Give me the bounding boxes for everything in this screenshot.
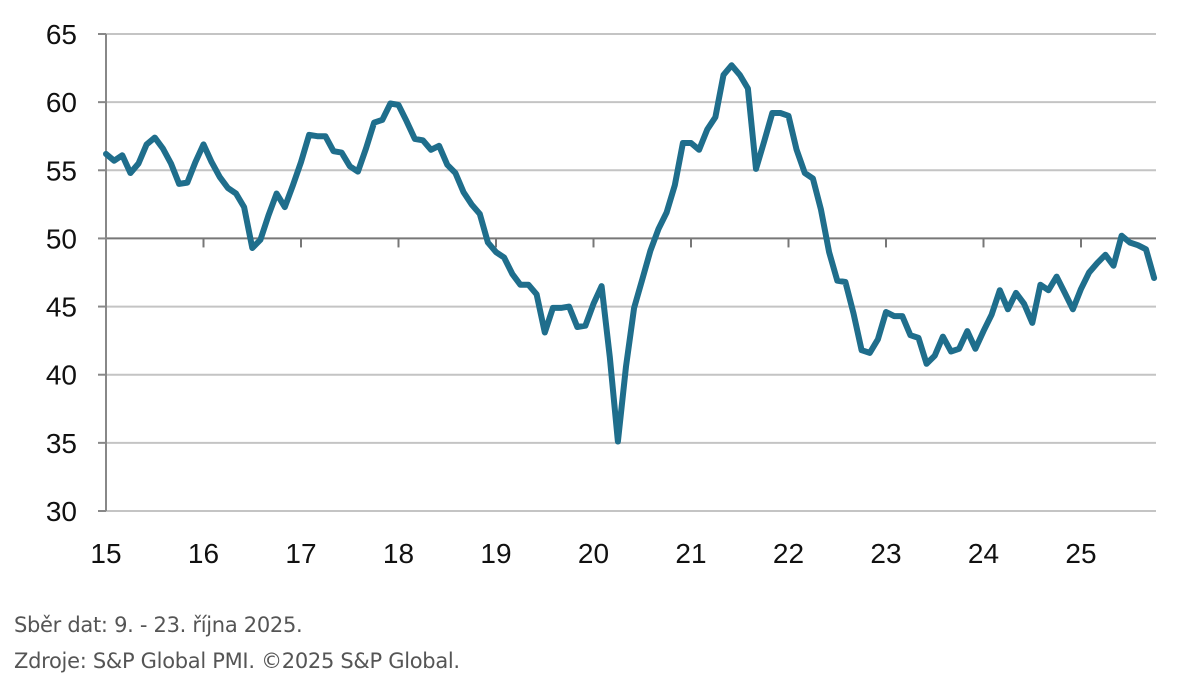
y-axis-ticks: 30 35 40 45 50 55 60 65 xyxy=(46,19,106,527)
pmi-line-chart: 30 35 40 45 50 55 60 65 15 16 17 18 19 20 21 22 23 24 25 xyxy=(46,19,1158,569)
y-tick-label: 50 xyxy=(46,223,77,254)
y-tick-label: 45 xyxy=(46,292,77,323)
y-tick-label: 55 xyxy=(46,155,77,186)
x-tick-label: 15 xyxy=(90,538,121,569)
x-tick-label: 25 xyxy=(1065,538,1096,569)
y-tick-label: 30 xyxy=(46,496,77,527)
data-collection-note: Sběr dat: 9. - 23. října 2025. xyxy=(14,613,303,637)
x-tick-label: 18 xyxy=(383,538,414,569)
x-tick-label: 19 xyxy=(480,538,511,569)
x-tick-label: 22 xyxy=(773,538,804,569)
x-tick-label: 16 xyxy=(188,538,219,569)
x-tick-label: 24 xyxy=(968,538,999,569)
y-tick-label: 60 xyxy=(46,87,77,118)
x-tick-label: 17 xyxy=(285,538,316,569)
series-line-pmi xyxy=(103,62,1158,445)
gridlines xyxy=(106,33,1156,512)
x-tick-label: 23 xyxy=(870,538,901,569)
x-tick-label: 21 xyxy=(675,538,706,569)
y-tick-label: 35 xyxy=(46,428,77,459)
x-axis-ticks: 15 16 17 18 19 20 21 22 23 24 25 xyxy=(90,238,1097,569)
y-tick-label: 65 xyxy=(46,19,77,50)
x-tick-label: 20 xyxy=(578,538,609,569)
y-tick-label: 40 xyxy=(46,360,77,391)
source-note: Zdroje: S&P Global PMI. ©2025 S&P Global… xyxy=(14,649,460,673)
